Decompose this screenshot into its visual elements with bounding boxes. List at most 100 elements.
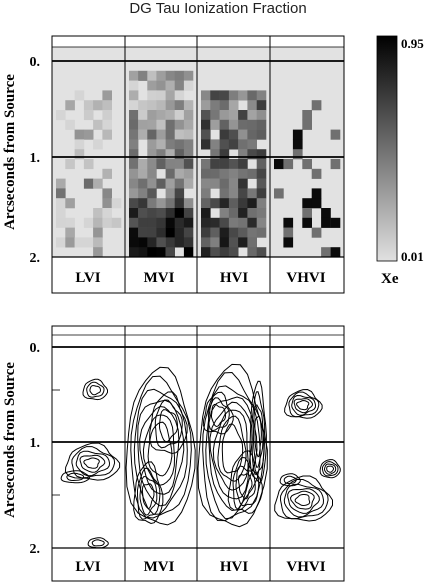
heatmap-cell [219,178,230,189]
heatmap-cell [228,119,239,130]
heatmap-cell [238,208,248,219]
heatmap-cell [201,227,211,238]
contour-line [197,363,268,528]
bottom-category-label-lvi: LVI [75,559,100,575]
bottom-y-tick-0: 0. [30,341,41,356]
heatmap-cell [302,159,312,170]
heatmap-cell [74,129,85,140]
contour-line [249,380,267,484]
heatmap-cell [156,217,166,228]
contour-line [82,378,108,401]
heatmap-cell [56,237,66,248]
contour-line [139,475,158,516]
heatmap-cell [156,129,166,140]
heatmap-cell [129,178,139,189]
heatmap-cell [129,188,139,199]
heatmap-cell [238,178,248,189]
heatmap-cell [256,188,267,199]
heatmap-cell [228,188,239,199]
heatmap-cell [147,168,157,179]
heatmap-cell [56,198,66,209]
heatmap-cell [183,208,194,219]
heatmap-cell [156,208,166,219]
heatmap-cell [156,159,166,170]
heatmap-cell [174,70,185,81]
contour-line [321,461,339,477]
heatmap-cell [201,247,211,258]
contour-line [83,457,100,469]
bottom-y-axis-label: Arcseconds from Source [2,362,18,518]
heatmap-cell [183,159,194,170]
contour-line [284,388,323,419]
heatmap-cell [247,119,257,130]
heatmap-cell [201,139,211,150]
heatmap-cell [147,198,157,209]
heatmap-cell [165,178,175,189]
heatmap-cell [302,217,312,228]
colorbar-min-label: 0.01 [401,249,424,264]
contour-line [142,414,176,486]
heatmap-cell [156,139,166,150]
heatmap-cell [65,100,75,111]
heatmap-cell [238,237,248,248]
heatmap-cell [292,149,303,160]
heatmap-cell [165,70,175,81]
heatmap-cell [138,119,148,130]
heatmap-cell [56,208,66,219]
heatmap-cell [201,159,211,170]
heatmap-cell [256,178,267,189]
heatmap-cell [165,198,175,209]
heatmap-cell [247,227,257,238]
heatmap-cell [256,100,267,111]
heatmap-cell [174,237,185,248]
heatmap-cell [156,70,166,81]
heatmap-cell [183,237,194,248]
heatmap-cell [238,139,248,150]
heatmap-cell [165,149,175,160]
heatmap-cell [156,198,166,209]
heatmap-cell [228,90,239,101]
contour-line [221,423,244,474]
contour-line [149,391,188,455]
contour-line [293,398,314,414]
contour-line [211,403,227,428]
heatmap-cell [247,100,257,111]
heatmap-cell [210,178,220,189]
heatmap-cell [256,198,267,209]
heatmap-cell [174,198,185,209]
heatmap-cell [56,188,66,199]
heatmap-cell [174,100,185,111]
heatmap-cell [147,139,157,150]
heatmap-cell [274,159,284,170]
heatmap-cell [83,217,94,228]
heatmap-cell [256,90,267,101]
heatmap-cell [93,247,103,258]
heatmap-cell [83,100,94,111]
heatmap-cell [129,159,139,170]
heatmap-cell [56,178,66,189]
ionization-heatmap-panel: Arcseconds from Source 0. 1. 2. LVI MVI … [2,35,424,294]
heatmap-cell [174,139,185,150]
heatmap-cell [102,100,112,111]
heatmap-cell [156,80,166,91]
heatmap-cell [165,159,175,170]
heatmap-cell [102,188,112,199]
contour-line [251,391,266,475]
heatmap-cell [138,227,148,238]
heatmap-cell [138,70,148,81]
heatmap-cell [165,129,175,140]
heatmap-cell [102,110,112,121]
contour-line [141,483,155,509]
heatmap-cell [219,119,230,130]
heatmap-cell [174,149,185,160]
heatmap-cell [102,119,112,130]
heatmap-cell [330,217,341,228]
heatmap-cell [93,139,103,150]
contour-line [147,421,173,477]
heatmap-cell [93,227,103,238]
heatmap-cell [93,237,103,248]
heatmap-cell [330,129,341,140]
heatmap-cell [65,198,75,209]
heatmap-cell [321,217,331,228]
heatmap-cell [201,168,211,179]
